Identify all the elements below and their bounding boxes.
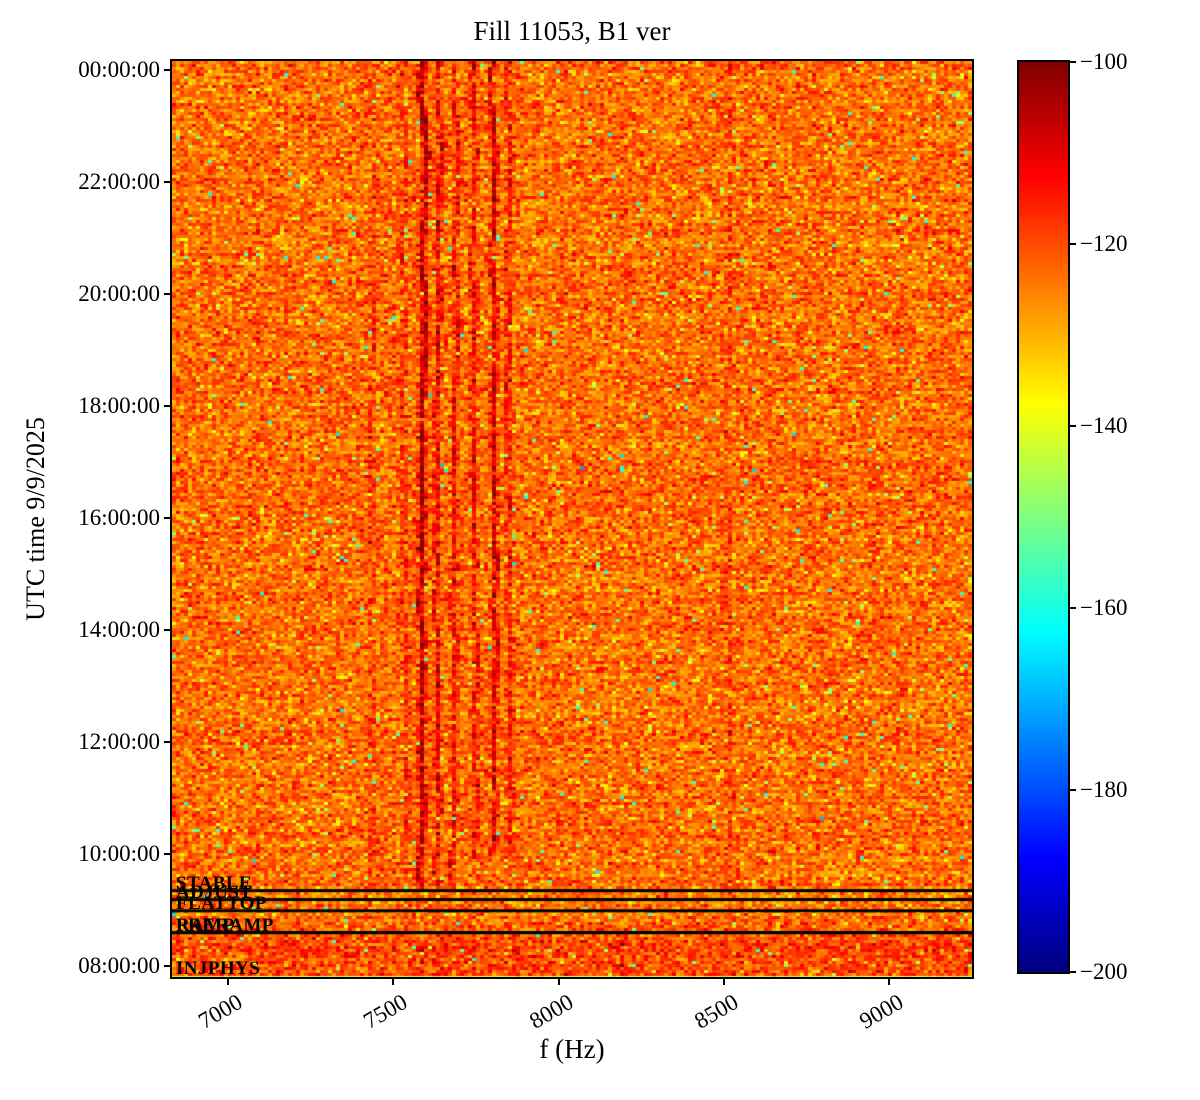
colorbar-tick-mark <box>1070 61 1076 63</box>
colorbar-tick-label: −120 <box>1080 231 1128 256</box>
y-tick-label: 12:00:00 <box>78 728 160 754</box>
beam-mode-label: ADJUST <box>176 881 253 903</box>
x-axis-label: f (Hz) <box>539 1034 605 1064</box>
beam-mode-label: RAMP <box>176 914 235 936</box>
y-tick-label: 18:00:00 <box>78 392 160 418</box>
x-tick-mark <box>888 978 891 985</box>
beam-mode-label: STABLE <box>176 872 252 894</box>
colorbar-tick-mark <box>1070 425 1076 427</box>
colorbar-tick-label: −140 <box>1080 413 1128 438</box>
beam-mode-label: INJPHYS <box>176 957 261 979</box>
spectrogram-canvas <box>172 61 972 977</box>
y-tick-mark <box>164 69 170 72</box>
y-tick-label: 08:00:00 <box>78 952 160 978</box>
x-tick-mark <box>227 978 230 985</box>
y-axis-label: UTC time 9/9/2025 <box>21 417 50 621</box>
x-tick-mark <box>392 978 395 985</box>
y-tick-mark <box>164 740 170 743</box>
y-tick-mark <box>164 628 170 631</box>
y-tick-mark <box>164 181 170 184</box>
x-tick-label: 8500 <box>690 989 743 1034</box>
plot-area-frame <box>170 59 974 979</box>
colorbar-tick-mark <box>1070 789 1076 791</box>
colorbar-tick-mark <box>1070 607 1076 609</box>
colorbar-tick-mark <box>1070 243 1076 245</box>
y-tick-label: 16:00:00 <box>78 504 160 530</box>
beam-mode-label: PRERAMP <box>176 914 274 936</box>
x-tick-label: 7000 <box>194 989 247 1034</box>
colorbar-tick-label: −200 <box>1080 959 1128 984</box>
y-tick-mark <box>164 293 170 295</box>
y-tick-mark <box>164 964 170 967</box>
chart-title: Fill 11053, B1 ver <box>473 16 671 46</box>
colorbar-tick-mark <box>1070 971 1076 973</box>
y-tick-label: 14:00:00 <box>78 616 160 642</box>
x-tick-label: 7500 <box>359 989 412 1034</box>
colorbar-tick-label: −100 <box>1080 49 1128 74</box>
x-tick-label: 9000 <box>855 989 908 1034</box>
y-tick-label: 00:00:00 <box>78 57 160 83</box>
colorbar-frame <box>1017 60 1070 974</box>
x-tick-mark <box>723 978 726 985</box>
x-tick-label: 8000 <box>524 989 578 1034</box>
y-tick-mark <box>164 852 170 855</box>
colorbar-tick-label: −160 <box>1080 595 1128 620</box>
y-tick-label: 10:00:00 <box>78 840 160 866</box>
y-tick-label: 20:00:00 <box>78 281 160 306</box>
y-tick-mark <box>164 404 170 407</box>
colorbar-gradient <box>1019 62 1068 972</box>
colorbar-tick-label: −180 <box>1080 777 1128 802</box>
x-tick-mark <box>557 978 560 985</box>
y-tick-mark <box>164 516 170 519</box>
y-tick-label: 22:00:00 <box>78 169 160 195</box>
beam-mode-label: FLATTOP <box>176 892 267 914</box>
